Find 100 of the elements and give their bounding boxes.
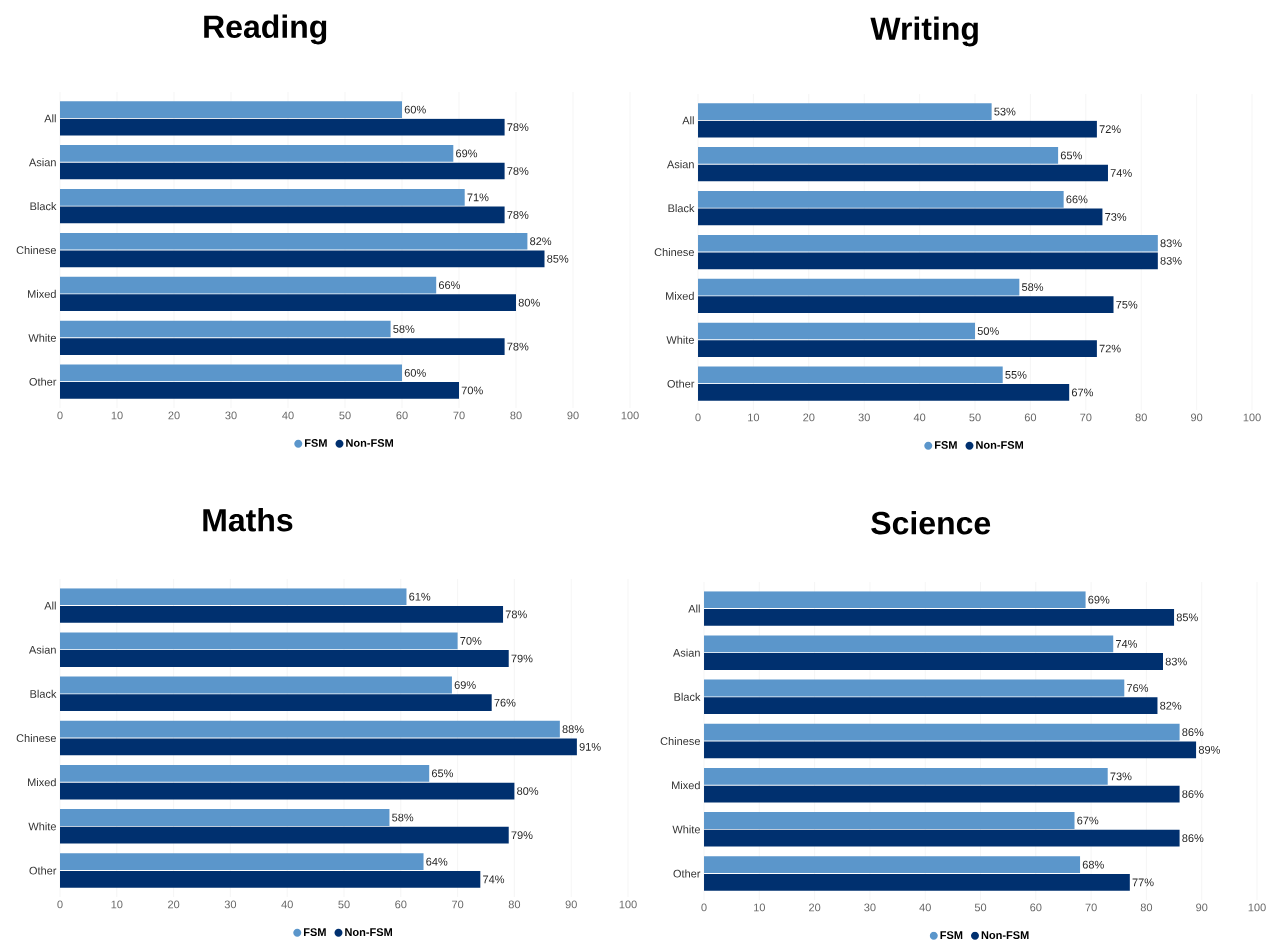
x-tick-label: 20 (809, 903, 821, 912)
data-label: 86% (1182, 728, 1204, 737)
data-label: 60% (404, 105, 426, 114)
bar (60, 162, 505, 180)
x-tick-label: 10 (111, 411, 123, 420)
bar (60, 870, 481, 888)
chart-title: Writing (870, 16, 978, 47)
data-label: 73% (1110, 772, 1132, 781)
bar (698, 208, 1103, 226)
legend-label: Non-FSM (345, 928, 393, 937)
bar (60, 809, 390, 826)
x-tick-label: 90 (1196, 903, 1208, 912)
y-tick-label: All (44, 601, 56, 610)
y-tick-label: Chinese (654, 247, 694, 257)
bar (60, 206, 505, 224)
data-label: 83% (1160, 239, 1182, 248)
bar (60, 632, 458, 650)
y-tick-label: Asian (28, 158, 56, 167)
data-label: 88% (562, 725, 584, 734)
y-tick-label: White (672, 825, 700, 834)
bar (60, 738, 577, 756)
bar (698, 191, 1064, 208)
data-label: 65% (431, 769, 454, 778)
data-label: 73% (1105, 213, 1127, 221)
bar (704, 591, 1086, 609)
x-tick-label: 60 (396, 411, 408, 420)
x-tick-label: 50 (338, 900, 350, 909)
y-tick-label: Chinese (16, 245, 56, 255)
bar (698, 147, 1059, 164)
bar (704, 856, 1081, 874)
data-label: 60% (404, 369, 426, 377)
bar (60, 826, 509, 844)
data-label: 79% (511, 831, 533, 840)
bar (60, 764, 430, 782)
bar (704, 635, 1114, 653)
bar (60, 694, 492, 712)
x-tick-label: 0 (701, 903, 707, 912)
data-label: 58% (1021, 283, 1044, 292)
legend-label: Non-FSM (976, 441, 1024, 449)
y-tick-label: Asian (672, 648, 700, 657)
data-label: 72% (1099, 125, 1121, 133)
data-label: 77% (1132, 878, 1154, 887)
bar (698, 103, 992, 120)
data-label: 68% (1082, 860, 1104, 869)
x-tick-label: 40 (919, 903, 931, 912)
y-tick-label: Black (30, 202, 57, 211)
x-tick-label: 60 (1030, 903, 1042, 912)
data-label: 75% (1116, 300, 1138, 309)
bar (698, 164, 1108, 182)
y-tick-label: Mixed (28, 289, 56, 298)
data-label: 79% (511, 654, 533, 663)
y-tick-label: White (28, 333, 56, 342)
data-label: 78% (507, 123, 529, 132)
data-label: 80% (517, 787, 539, 795)
y-tick-label: Black (668, 204, 695, 213)
x-tick-label: 30 (224, 900, 237, 909)
bar (698, 322, 976, 340)
x-tick-label: 30 (225, 411, 237, 420)
y-tick-label: Other (667, 379, 695, 388)
data-label: 86% (1182, 834, 1204, 843)
y-tick-label: Other (29, 866, 57, 875)
chart-title: Maths (203, 507, 293, 532)
x-tick-label: 40 (281, 900, 293, 909)
data-label: 67% (1071, 388, 1093, 397)
data-label: 66% (1066, 195, 1088, 204)
bar (698, 366, 1003, 384)
y-tick-label: Mixed (666, 291, 694, 300)
y-tick-label: Black (674, 692, 701, 701)
bar (704, 697, 1158, 715)
y-tick-label: Asian (666, 160, 694, 169)
bar (698, 296, 1114, 314)
data-label: 70% (461, 386, 483, 395)
legend-label: FSM (305, 439, 327, 447)
bar (60, 382, 459, 399)
bar (60, 338, 505, 355)
bar (60, 676, 452, 694)
x-tick-label: 60 (395, 900, 407, 909)
data-label: 86% (1182, 790, 1204, 798)
bar (704, 723, 1180, 741)
bar (704, 741, 1197, 759)
data-label: 74% (483, 875, 505, 884)
x-tick-label: 10 (754, 903, 765, 912)
bar (698, 278, 1020, 296)
y-tick-label: Other (673, 869, 701, 878)
data-label: 82% (1160, 701, 1182, 710)
x-tick-label: 0 (57, 411, 63, 420)
x-tick-label: 0 (695, 413, 701, 422)
data-label: 66% (438, 281, 461, 290)
data-label: 78% (507, 167, 529, 175)
bar (60, 720, 560, 738)
x-tick-label: 10 (111, 900, 123, 909)
bar (60, 250, 545, 268)
y-tick-label: White (666, 335, 694, 344)
x-tick-label: 30 (864, 903, 876, 912)
x-tick-label: 90 (1191, 413, 1203, 422)
bar (704, 873, 1130, 891)
data-label: 70% (460, 636, 482, 645)
bar (60, 782, 515, 800)
data-label: 65% (1060, 151, 1082, 160)
y-tick-label: Chinese (660, 736, 700, 746)
